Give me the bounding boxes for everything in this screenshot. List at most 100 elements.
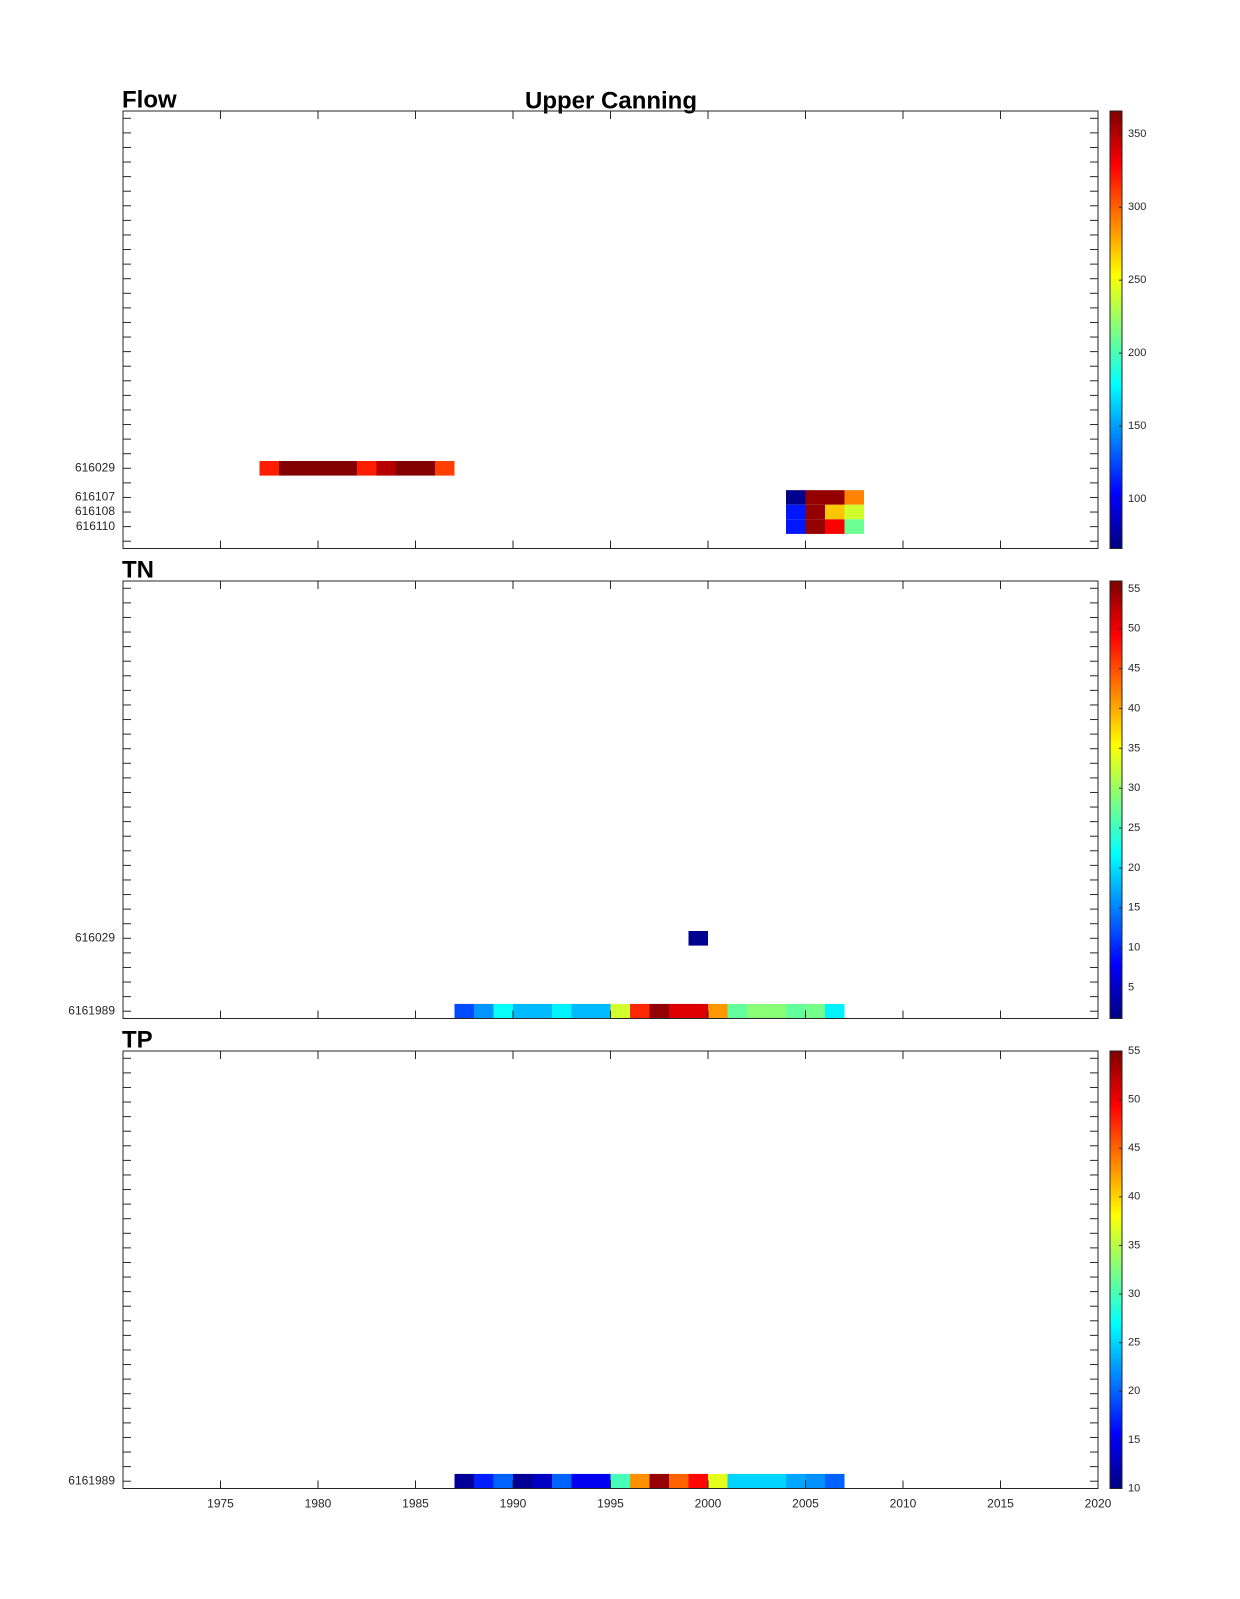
colorbar-tick-label: 25: [1128, 822, 1140, 834]
x-tick-label: 2005: [792, 1497, 819, 1511]
heat-cell: [786, 1473, 806, 1489]
heat-cell: [298, 461, 318, 476]
y-tick-label: 616110: [76, 519, 115, 533]
heat-cell: [708, 1473, 728, 1489]
heat-cell: [630, 1473, 650, 1489]
heat-cell: [279, 461, 299, 476]
heat-cell: [610, 1473, 630, 1489]
heat-cell: [552, 1473, 572, 1489]
heat-cell: [825, 1473, 845, 1489]
colorbar-tick-label: 25: [1128, 1337, 1140, 1349]
heat-cell: [415, 461, 435, 476]
heat-cell: [454, 1003, 474, 1019]
heat-cell: [474, 1473, 494, 1489]
heat-cell: [786, 504, 806, 520]
colorbar-tick-label: 300: [1128, 201, 1146, 213]
heat-cell: [532, 1003, 552, 1019]
heat-cell: [825, 504, 845, 520]
heat-cell: [610, 1003, 630, 1019]
colorbar: [1109, 110, 1123, 549]
heat-cell: [747, 1003, 767, 1019]
x-tick-label: 2015: [987, 1497, 1014, 1511]
colorbar-tick-label: 20: [1128, 1385, 1140, 1397]
y-tick-label: 6161989: [68, 1003, 115, 1017]
colorbar-tick-label: 50: [1128, 1094, 1140, 1106]
colorbar-tick-label: 15: [1128, 1434, 1140, 1446]
colorbar-tick-label: 45: [1128, 663, 1140, 675]
heat-cell: [318, 461, 338, 476]
heat-cell: [766, 1473, 786, 1489]
colorbar-tick-label: 55: [1128, 1045, 1140, 1057]
heat-cell: [844, 504, 864, 520]
heat-cell: [669, 1003, 689, 1019]
heat-cell: [435, 461, 455, 476]
colorbar-tick-label: 10: [1128, 941, 1140, 953]
heat-cell: [786, 519, 806, 534]
heat-cell: [396, 461, 416, 476]
colorbar-tick-label: 100: [1128, 493, 1146, 505]
colorbar-tick-label: 50: [1128, 623, 1140, 635]
heat-cell: [513, 1003, 533, 1019]
heat-cell: [786, 1003, 806, 1019]
y-tick-label: 616029: [75, 930, 115, 944]
heat-cell: [766, 1003, 786, 1019]
colorbar-tick-label: 15: [1128, 902, 1140, 914]
heat-cell: [630, 1003, 650, 1019]
colorbar: [1109, 1050, 1123, 1489]
x-tick-label: 1995: [597, 1497, 624, 1511]
colorbar-tick-label: 150: [1128, 420, 1146, 432]
heat-cell: [805, 504, 825, 520]
heat-cell: [552, 1003, 572, 1019]
heat-cell: [805, 1473, 825, 1489]
chart-title: Upper Canning: [525, 87, 697, 114]
heat-cell: [591, 1003, 611, 1019]
heat-cell: [513, 1473, 533, 1489]
heat-cell: [649, 1003, 669, 1019]
x-tick-label: 1980: [305, 1497, 332, 1511]
heat-cell: [805, 519, 825, 534]
x-tick-label: 1985: [402, 1497, 429, 1511]
colorbar-tick-label: 200: [1128, 347, 1146, 359]
heat-cell: [571, 1473, 591, 1489]
colorbar-tick-label: 30: [1128, 1288, 1140, 1300]
x-tick-label: 2010: [890, 1497, 917, 1511]
heat-cell: [669, 1473, 689, 1489]
colorbar-tick-label: 30: [1128, 782, 1140, 794]
colorbar-tick-label: 250: [1128, 274, 1146, 286]
heat-cell: [688, 931, 708, 946]
x-tick-label: 1975: [207, 1497, 234, 1511]
heat-cell: [493, 1473, 513, 1489]
heat-cell: [708, 1003, 728, 1019]
heat-cell: [376, 461, 396, 476]
colorbar-tick-label: 350: [1128, 128, 1146, 140]
heat-cell: [454, 1473, 474, 1489]
heat-cell: [805, 1003, 825, 1019]
heat-cell: [649, 1473, 669, 1489]
heat-cell: [727, 1473, 747, 1489]
y-tick-label: 616107: [75, 490, 115, 504]
y-tick-label: 616108: [75, 504, 115, 518]
colorbar-tick-label: 5: [1128, 981, 1134, 993]
heat-cell: [493, 1003, 513, 1019]
heat-cell: [474, 1003, 494, 1019]
x-tick-label: 1990: [500, 1497, 527, 1511]
heat-cell: [337, 461, 357, 476]
colorbar-tick-label: 40: [1128, 1191, 1140, 1203]
heat-cell: [844, 519, 864, 534]
colorbar-tick-label: 10: [1128, 1482, 1140, 1494]
y-tick-label: 6161989: [68, 1473, 115, 1487]
heat-cell: [259, 461, 279, 476]
colorbar: [1109, 580, 1123, 1019]
y-tick-label: 616029: [75, 460, 115, 474]
colorbar-tick-label: 45: [1128, 1142, 1140, 1154]
heat-cell: [727, 1003, 747, 1019]
plot-frame: [122, 1050, 1099, 1489]
colorbar-tick-label: 55: [1128, 583, 1140, 595]
heat-cell: [357, 461, 377, 476]
x-tick-label: 2020: [1085, 1497, 1112, 1511]
heat-cell: [688, 1473, 708, 1489]
panel-title: TN: [122, 556, 154, 583]
heat-cell: [591, 1473, 611, 1489]
heat-cell: [532, 1473, 552, 1489]
